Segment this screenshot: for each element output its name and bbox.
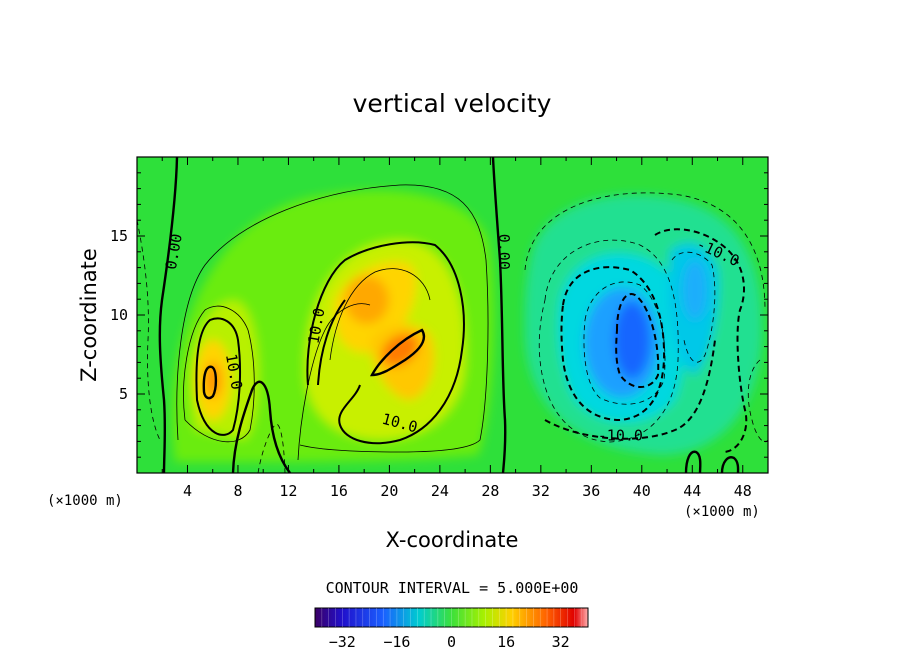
x-tick-label: 48 [734, 482, 752, 500]
colorbar-tick-label: −32 [329, 633, 356, 651]
y-axis-ticks: 5 10 15 [110, 172, 768, 458]
contour-label: 0.00 [495, 234, 513, 270]
contour-label: -10.0 [598, 427, 643, 445]
y-tick-label: 10 [110, 306, 128, 324]
contour-label: 10.0 [222, 352, 246, 391]
colorbar-tick-label: 0 [447, 633, 456, 651]
x-tick-label: 36 [582, 482, 600, 500]
chart-title: vertical velocity [353, 89, 552, 118]
contour-interval-text: CONTOUR INTERVAL = 5.000E+00 [326, 579, 579, 597]
contour-label-text: -10.0 [598, 427, 643, 445]
contour-label-text: 10.0 [304, 307, 328, 346]
y-axis-label: Z-coordinate [77, 248, 101, 382]
x-tick-label: 32 [532, 482, 550, 500]
colorbar-bands [321, 608, 582, 627]
contour-label-text: 0.00 [162, 232, 186, 271]
x-tick-label: 44 [683, 482, 701, 500]
x-tick-label: 8 [233, 482, 242, 500]
y-tick-label: 15 [110, 227, 128, 245]
colorbar-ticks: −32 −16 0 16 32 [329, 633, 570, 651]
x-tick-label: 40 [633, 482, 651, 500]
colorbar [314, 607, 589, 628]
x-axis-label: X-coordinate [386, 528, 519, 552]
contour-lines [137, 157, 768, 473]
x-axis-ticks: 4 8 12 16 20 24 28 32 36 40 44 48 [161, 157, 752, 500]
contour-fill [137, 157, 768, 473]
y-tick-label: 5 [119, 385, 128, 403]
contour-label: 0.00 [162, 232, 186, 271]
x-tick-label: 24 [431, 482, 449, 500]
colorbar-tick-label: 16 [497, 633, 515, 651]
contour-label-text: 10.0 [222, 352, 246, 391]
x-unit-label-right: (×1000 m) [684, 504, 760, 520]
x-tick-label: 4 [183, 482, 192, 500]
contour-label: 10.0 [304, 307, 328, 346]
x-tick-label: 16 [330, 482, 348, 500]
colorbar-tick-label: −16 [383, 633, 410, 651]
x-tick-label: 20 [380, 482, 398, 500]
contour-label-text: 0.00 [495, 234, 513, 270]
x-tick-label: 12 [279, 482, 297, 500]
colorbar-tick-label: 32 [552, 633, 570, 651]
x-tick-label: 28 [481, 482, 499, 500]
x-unit-label-left: (×1000 m) [47, 493, 123, 509]
